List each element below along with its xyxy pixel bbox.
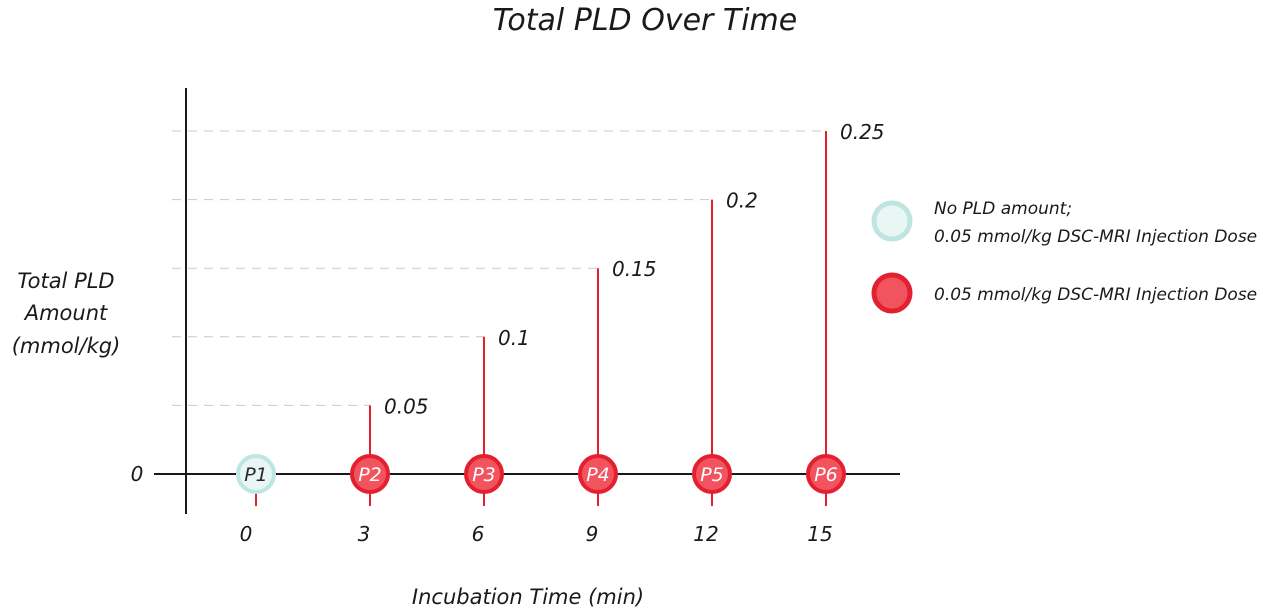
legend-text-0-0: No PLD amount; (934, 199, 1072, 219)
marker-p5 (692, 454, 732, 494)
marker-p6 (806, 454, 846, 494)
y-axis-label-line-3: (mmol/kg) (12, 334, 121, 358)
legend: No PLD amount; 0.05 mmol/kg DSC-MRI Injec… (871, 199, 1257, 314)
value-label-p3: 0.1 (498, 326, 530, 350)
legend-text-0-1: 0.05 mmol/kg DSC-MRI Injection Dose (934, 227, 1257, 247)
marker-label-p1: P1 (244, 464, 268, 486)
x-axis-label: Incubation Time (min) (412, 585, 644, 609)
grid-lines (172, 130, 826, 406)
chart-title: Total PLD Over Time (493, 3, 797, 38)
value-label-p5: 0.2 (726, 189, 758, 213)
y-zero-label: 0 (131, 462, 144, 486)
legend-text-1-0: 0.05 mmol/kg DSC-MRI Injection Dose (934, 285, 1257, 305)
legend-marker-0 (871, 200, 913, 242)
y-axis-label-line-2: Amount (23, 301, 108, 325)
marker-p2 (350, 454, 390, 494)
legend-marker-1 (871, 272, 913, 314)
marker-p1 (236, 454, 276, 494)
marker-label-p4: P4 (586, 464, 610, 486)
marker-p3 (464, 454, 504, 494)
marker-label-p2: P2 (358, 464, 382, 486)
x-tick-5: 15 (807, 522, 832, 546)
value-label-p6: 0.25 (840, 120, 885, 144)
y-axis-label-line-1: Total PLD (17, 269, 114, 293)
x-tick-2: 6 (472, 522, 485, 546)
markers: P1 P2 P3 P4 P5 P6 (236, 454, 846, 494)
marker-p4 (578, 454, 618, 494)
x-tick-1: 3 (358, 522, 371, 546)
x-tick-3: 9 (586, 522, 599, 546)
value-label-p2: 0.05 (384, 394, 429, 418)
marker-label-p5: P5 (700, 464, 724, 486)
marker-label-p6: P6 (814, 464, 838, 486)
x-tick-0: 0 (240, 522, 253, 546)
marker-label-p3: P3 (472, 464, 496, 486)
value-label-p4: 0.15 (612, 257, 657, 281)
y-axis-label: Total PLD Amount (mmol/kg) (12, 269, 121, 358)
x-ticks: 0 3 6 9 12 15 (240, 522, 833, 546)
stems: 0.05 0.1 0.15 0.2 0.25 (255, 120, 885, 506)
x-tick-4: 12 (693, 522, 718, 546)
